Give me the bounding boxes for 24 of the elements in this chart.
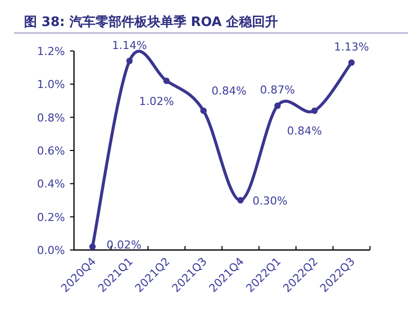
- point: [274, 102, 281, 109]
- y-tick-label: 0.0%: [37, 244, 65, 257]
- point: [89, 243, 96, 250]
- data-label: 0.30%: [252, 194, 288, 208]
- point: [126, 58, 133, 64]
- data-label: 1.02%: [139, 94, 174, 108]
- point: [348, 59, 355, 66]
- y-tick-label: 1.0%: [37, 78, 65, 92]
- y-tick-label: 0.8%: [37, 111, 65, 124]
- point: [200, 108, 207, 114]
- point: [237, 197, 244, 204]
- y-tick-label: 0.4%: [37, 178, 65, 191]
- data-label: 0.84%: [287, 124, 322, 138]
- data-label: 0.87%: [260, 84, 295, 97]
- data-label: 0.84%: [212, 84, 246, 98]
- y-tick-label: 0.6%: [37, 144, 65, 158]
- point: [163, 78, 170, 84]
- y-tick-label: 1.2%: [37, 45, 65, 58]
- data-label: 1.14%: [112, 38, 147, 52]
- point: [311, 108, 318, 114]
- chart-title: 图 38: 汽车零部件板块单季 ROA 企稳回升: [24, 14, 278, 30]
- data-label: 1.13%: [334, 40, 369, 54]
- data-label: 0.02%: [106, 238, 142, 252]
- y-tick-label: 0.2%: [37, 210, 65, 224]
